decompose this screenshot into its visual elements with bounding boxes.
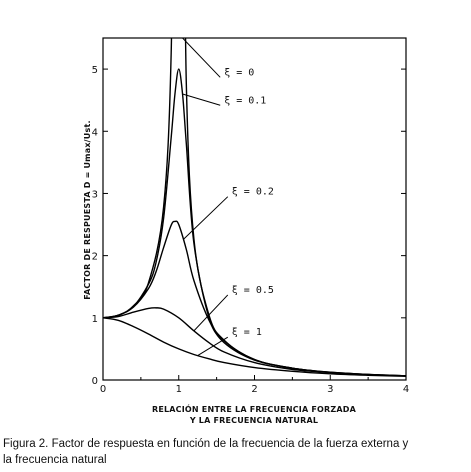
y-tick-label: 0 [92, 376, 98, 387]
figure-caption: Figura 2. Factor de respuesta en función… [3, 436, 469, 468]
y-tick-label: 3 [92, 189, 98, 200]
curve-annotations: ξ = 0 ξ = 0.1 ξ = 0.2 ξ = 0.5 ξ = 1 [182, 37, 274, 357]
annotation-leader-1 [182, 93, 221, 106]
curve-series-3 [103, 307, 406, 377]
x-tick-label: 2 [251, 384, 257, 395]
x-tick-label: 1 [176, 384, 182, 395]
x-axis-label-line1: RELACIÓN ENTRE LA FRECUENCIA FORZADA [152, 403, 357, 414]
y-tick-label: 1 [92, 314, 98, 325]
x-axis-label-line2: Y LA FRECUENCIA NATURAL [189, 416, 318, 425]
annotation-leader-4 [197, 336, 229, 357]
x-tick-label: 4 [403, 384, 409, 395]
caption-line-2: la frecuencia natural [3, 454, 107, 466]
x-tick-label: 0 [100, 384, 106, 395]
annotation-label-2: ξ = 0.2 [232, 187, 274, 198]
y-tick-label: 2 [92, 252, 98, 263]
tick-labels: 0 1 2 3 4 0 1 2 3 4 5 [92, 65, 410, 395]
annotation-label-1: ξ = 0.1 [224, 95, 266, 106]
annotation-label-4: ξ = 1 [232, 327, 262, 338]
annotation-leader-0 [182, 37, 221, 78]
curve-series-2 [103, 220, 406, 377]
caption-line-1: Figura 2. Factor de respuesta en función… [3, 438, 409, 450]
annotation-label-3: ξ = 0.5 [232, 285, 274, 296]
annotation-leader-2 [182, 196, 229, 240]
annotation-leader-3 [193, 294, 229, 332]
x-tick-label: 3 [327, 384, 333, 395]
y-axis-label: FACTOR DE RESPUESTA D = Umax/Ust. [83, 120, 92, 299]
curve-series-4 [103, 317, 406, 378]
y-tick-label: 5 [92, 65, 98, 76]
annotation-label-0: ξ = 0 [224, 67, 254, 78]
y-tick-label: 4 [92, 127, 98, 138]
